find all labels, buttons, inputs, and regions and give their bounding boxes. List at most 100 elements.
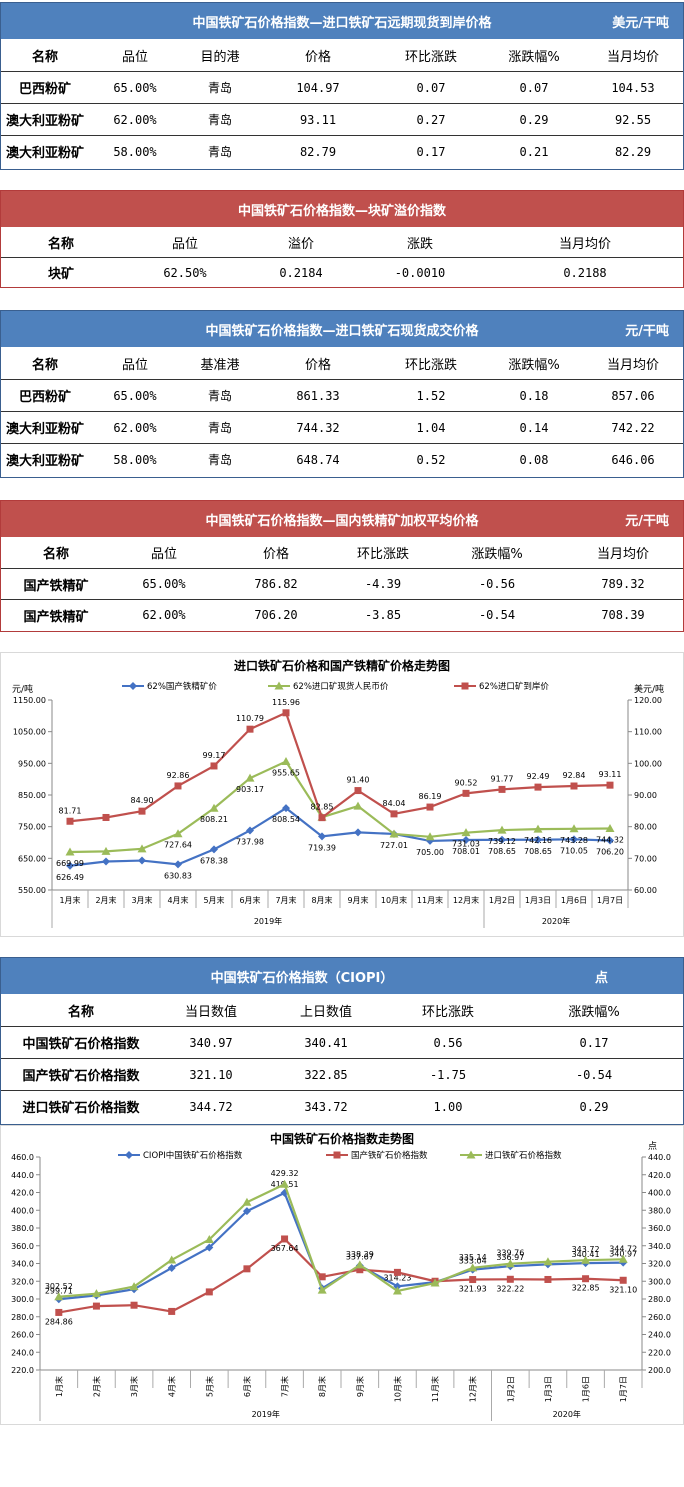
y2-tick-label: 110.00	[634, 728, 662, 737]
data-label: 743.28	[560, 836, 588, 845]
table-cell: 涨跌	[406, 236, 433, 252]
data-label: 84.90	[131, 796, 154, 805]
data-label: 321.93	[459, 1285, 487, 1294]
table-unit: 元/干吨	[625, 513, 669, 529]
table-header-row: 名称 品位 价格 环比涨跌 涨跌幅% 当月均价	[1, 537, 683, 568]
table-cell: 646.06	[611, 452, 655, 467]
triangle-marker	[468, 1263, 478, 1272]
table-cell: 93.11	[299, 112, 337, 127]
data-label: 115.96	[272, 698, 300, 707]
y-tick-label: 340.0	[11, 1260, 34, 1269]
x-tick-label: 6月末	[242, 1376, 252, 1397]
data-label: 367.64	[271, 1244, 299, 1253]
y-axis-title: 元/吨	[12, 683, 33, 695]
x-group-label: 2020年	[553, 1409, 581, 1419]
row-name-cell: 名称	[31, 49, 58, 65]
table-cell: 0.17	[416, 144, 446, 159]
table-cell: 青岛	[207, 113, 232, 127]
square-marker	[544, 1275, 552, 1283]
square-marker	[282, 709, 290, 717]
square-marker	[55, 1308, 63, 1316]
table-cell: 品位	[171, 236, 198, 252]
data-label: 344.72	[609, 1244, 637, 1253]
table-cell: 0.07	[519, 80, 549, 95]
data-label: 93.11	[599, 770, 622, 779]
data-label: 99.17	[203, 751, 226, 760]
triangle-marker	[137, 844, 147, 853]
table-cell: -0.54	[575, 1067, 613, 1082]
square-marker	[426, 803, 434, 811]
triangle-marker	[204, 1235, 214, 1244]
data-label: 739.12	[488, 837, 516, 846]
square-marker	[281, 1235, 289, 1243]
y-tick-label: 440.0	[11, 1171, 34, 1180]
y2-tick-label: 420.0	[648, 1171, 671, 1180]
triangle-marker	[274, 681, 284, 690]
legend-label: CIOPI中国铁矿石价格指数	[143, 1150, 243, 1161]
data-label: 337.67	[346, 1253, 374, 1262]
square-marker	[462, 789, 470, 797]
diamond-marker	[167, 1263, 176, 1272]
domestic-concentrate-table: 中国铁矿石价格指数—国内铁精矿加权平均价格 元/干吨 名称 品位 价格 环比涨跌 涨跌幅…	[0, 500, 684, 632]
table-row: 国产铁精矿 62.00% 706.20 -3.85 -0.54 708.39	[1, 599, 683, 630]
x-tick-label: 10月末	[392, 1376, 402, 1402]
data-label: 84.04	[383, 799, 406, 808]
table-cell: 321.10	[189, 1067, 233, 1082]
data-label: 92.84	[563, 771, 586, 780]
square-marker	[318, 1273, 326, 1281]
ciopi-table: 中国铁矿石价格指数（CIOPI） 点 名称 当日数值 上日数值 环比涨跌 涨跌幅% 中国铁…	[0, 957, 684, 1125]
data-label: 322.85	[572, 1284, 600, 1293]
data-label: 338.39	[346, 1250, 374, 1259]
y-tick-label: 1050.00	[13, 728, 46, 737]
y2-tick-label: 320.0	[648, 1260, 671, 1269]
triangle-marker	[173, 829, 183, 838]
diamond-marker	[354, 828, 362, 837]
table-header: 中国铁矿石价格指数—国内铁精矿加权平均价格 元/干吨	[1, 501, 683, 537]
row-name-cell: 巴西粉矿	[18, 82, 71, 97]
table-cell: 青岛	[207, 389, 232, 403]
table-cell: 340.97	[189, 1035, 233, 1050]
table-body: 名称 品位 溢价 涨跌 当月均价 块矿 62.50% 0.2184 -0.0010 0.2188	[1, 227, 683, 287]
series-line	[58, 1182, 624, 1298]
triangle-marker	[242, 1197, 252, 1206]
table-body: 名称 品位 价格 环比涨跌 涨跌幅% 当月均价 国产铁精矿 65.00% 786.82 -4.39…	[1, 537, 683, 630]
table-cell: 青岛	[207, 421, 232, 435]
data-label: 708.65	[524, 847, 552, 856]
table-cell: 62.00%	[113, 420, 157, 435]
data-label: 903.17	[236, 785, 264, 794]
table-cell: -1.75	[429, 1067, 467, 1082]
table-cell: 104.97	[296, 80, 340, 95]
square-marker	[246, 725, 254, 733]
data-label: 335.14	[459, 1253, 487, 1262]
table-cell: 0.56	[433, 1035, 463, 1050]
table-cell: 789.32	[601, 577, 645, 591]
data-label: 90.52	[455, 778, 478, 787]
x-tick-label: 2月末	[91, 1376, 101, 1397]
data-label: 302.52	[45, 1282, 73, 1291]
square-marker	[138, 807, 146, 815]
triangle-marker	[533, 824, 543, 833]
table-cell: 当日数值	[184, 1004, 237, 1020]
table-cell: 58.00%	[113, 452, 157, 467]
table-cell: 104.53	[611, 80, 655, 95]
table-cell: 65.00%	[142, 577, 186, 591]
legend-label: 62%进口矿现货人民币价	[293, 681, 389, 692]
table-cell: 价格	[304, 49, 331, 65]
row-name-cell: 国产铁精矿	[23, 578, 89, 594]
chart-title: 进口铁矿石价格和国产铁精矿价格走势图	[234, 658, 450, 673]
x-tick-label: 9月末	[355, 1376, 365, 1397]
index-trend-chart: 中国铁矿石价格指数走势图 CIOPI中国铁矿石价格指数 国产铁矿石价格指数 进口铁矿石…	[0, 1125, 684, 1425]
table-cell: 344.72	[189, 1099, 233, 1114]
table-cell: 0.17	[579, 1035, 609, 1050]
x-tick-label: 1月7日	[619, 1376, 628, 1402]
data-label: 727.64	[164, 841, 192, 850]
square-marker	[461, 682, 469, 690]
table-cell: 溢价	[287, 236, 314, 252]
data-label: 731.03	[452, 840, 480, 849]
table-cell: -0.0010	[394, 265, 446, 280]
square-marker	[168, 1307, 176, 1315]
x-tick-label: 10月末	[381, 895, 407, 905]
diamond-marker	[66, 861, 74, 870]
table-cell: 价格	[262, 547, 289, 562]
triangle-marker	[101, 846, 111, 855]
